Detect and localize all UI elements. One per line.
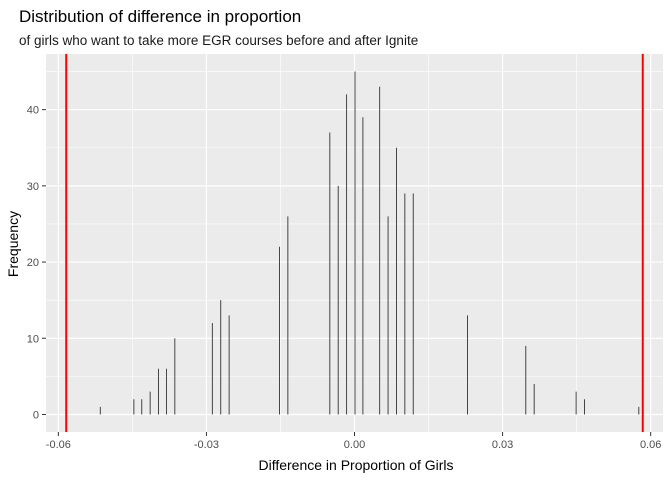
x-tick-label: -0.03 [194,439,219,451]
x-tick-label: -0.06 [46,439,71,451]
x-axis-title: Difference in Proportion of Girls [258,457,453,473]
grid-lines [46,54,663,432]
y-tick-label: 20 [27,257,39,269]
y-axis-title: Frequency [5,211,21,277]
y-axis-ticks: 0 10 20 30 40 [27,105,46,421]
x-tick-label: 0.06 [640,439,661,451]
y-tick-label: 40 [27,105,39,117]
y-tick-label: 30 [27,181,39,193]
chart-title: Distribution of difference in proportion [19,7,301,26]
histogram-bars [99,71,640,415]
y-tick-label: 0 [33,409,39,421]
x-tick-label: 0.03 [492,439,513,451]
x-axis-ticks: -0.06 -0.03 0.00 0.03 0.06 [46,432,661,451]
x-tick-label: 0.00 [344,439,365,451]
y-tick-label: 10 [27,333,39,345]
reference-lines [65,54,644,432]
chart-subtitle: of girls who want to take more EGR cours… [19,33,418,48]
